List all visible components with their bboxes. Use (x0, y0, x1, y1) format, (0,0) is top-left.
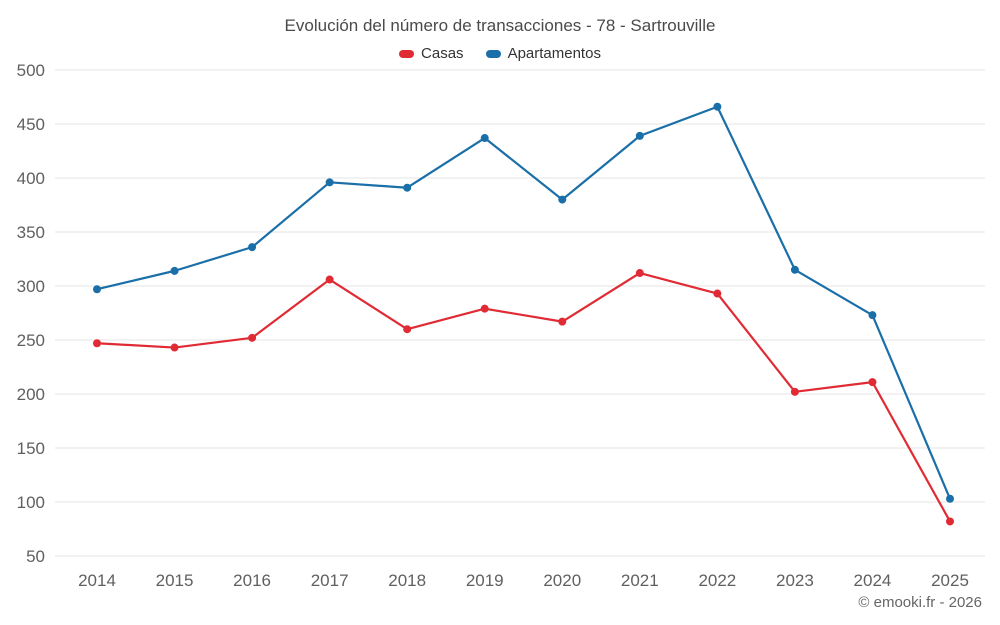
x-axis-tick-label: 2020 (543, 571, 581, 590)
y-axis-tick-label: 100 (17, 493, 45, 512)
legend-label-casas: Casas (421, 45, 464, 62)
data-point-apartamentos[interactable] (713, 102, 722, 111)
data-point-apartamentos[interactable] (480, 134, 489, 143)
y-axis-tick-label: 250 (17, 331, 45, 350)
series-line-apartamentos (95, 105, 952, 500)
y-axis-tick-label: 500 (17, 62, 45, 80)
data-point-apartamentos[interactable] (558, 195, 567, 204)
y-axis-tick-label: 300 (17, 277, 45, 296)
data-point-casas[interactable] (480, 304, 489, 313)
data-point-apartamentos[interactable] (325, 178, 334, 187)
footer-credit: © emooki.fr - 2026 (858, 594, 982, 611)
data-point-casas[interactable] (403, 325, 412, 334)
data-point-casas[interactable] (558, 317, 567, 326)
chart-legend: Casas Apartamentos (0, 45, 1000, 62)
legend-marker-casas (399, 49, 415, 58)
chart-title: Evolución del número de transacciones - … (284, 16, 716, 35)
x-axis-tick-label: 2021 (621, 571, 659, 590)
y-axis-tick-label: 400 (17, 169, 45, 188)
data-point-casas[interactable] (946, 517, 954, 526)
y-axis-tick-label: 350 (17, 223, 45, 242)
data-point-apartamentos[interactable] (946, 494, 954, 503)
data-point-apartamentos[interactable] (93, 285, 101, 294)
data-point-apartamentos[interactable] (635, 131, 644, 140)
x-axis-tick-label: 2023 (776, 571, 814, 590)
chart-svg: 500 450 400 350 300 250 200 150 100 50 2014 2015 201… (17, 61, 985, 590)
y-axis-tick-label: 450 (17, 115, 45, 134)
legend-label-apartamentos: Apartamentos (507, 45, 601, 62)
data-point-casas[interactable] (868, 378, 877, 387)
x-axis-tick-label: 2016 (233, 571, 271, 590)
data-point-casas[interactable] (325, 275, 334, 284)
x-axis-tick-label: 2015 (156, 571, 194, 590)
x-axis-tick-label: 2019 (466, 571, 504, 590)
data-point-casas[interactable] (248, 333, 257, 342)
legend-marker-apartamentos (485, 49, 501, 58)
data-point-apartamentos[interactable] (170, 266, 179, 275)
legend-item-casas[interactable]: Casas (399, 45, 464, 62)
data-point-casas[interactable] (713, 289, 722, 298)
legend-item-apartamentos[interactable]: Apartamentos (485, 45, 601, 62)
series-line-casas (95, 271, 952, 523)
data-point-casas[interactable] (790, 387, 799, 396)
data-point-apartamentos[interactable] (868, 311, 877, 320)
data-point-casas[interactable] (170, 343, 179, 352)
x-axis-tick-label: 2025 (931, 571, 969, 590)
y-axis-tick-label: 50 (26, 547, 45, 566)
data-point-apartamentos[interactable] (403, 183, 412, 192)
data-point-casas[interactable] (635, 269, 644, 278)
x-axis-tick-label: 2014 (78, 571, 116, 590)
plot-area-wrap: 500 450 400 350 300 250 200 150 100 50 2014 2015 201… (0, 61, 1000, 599)
x-axis-tick-label: 2017 (311, 571, 349, 590)
x-axis-tick-label: 2018 (388, 571, 426, 590)
data-point-casas[interactable] (93, 339, 101, 348)
x-axis-tick-label: 2022 (698, 571, 736, 590)
data-point-apartamentos[interactable] (248, 243, 257, 252)
y-axis-tick-label: 200 (17, 385, 45, 404)
x-axis-tick-label: 2024 (854, 571, 892, 590)
y-axis-tick-label: 150 (17, 439, 45, 458)
data-point-apartamentos[interactable] (790, 265, 799, 274)
